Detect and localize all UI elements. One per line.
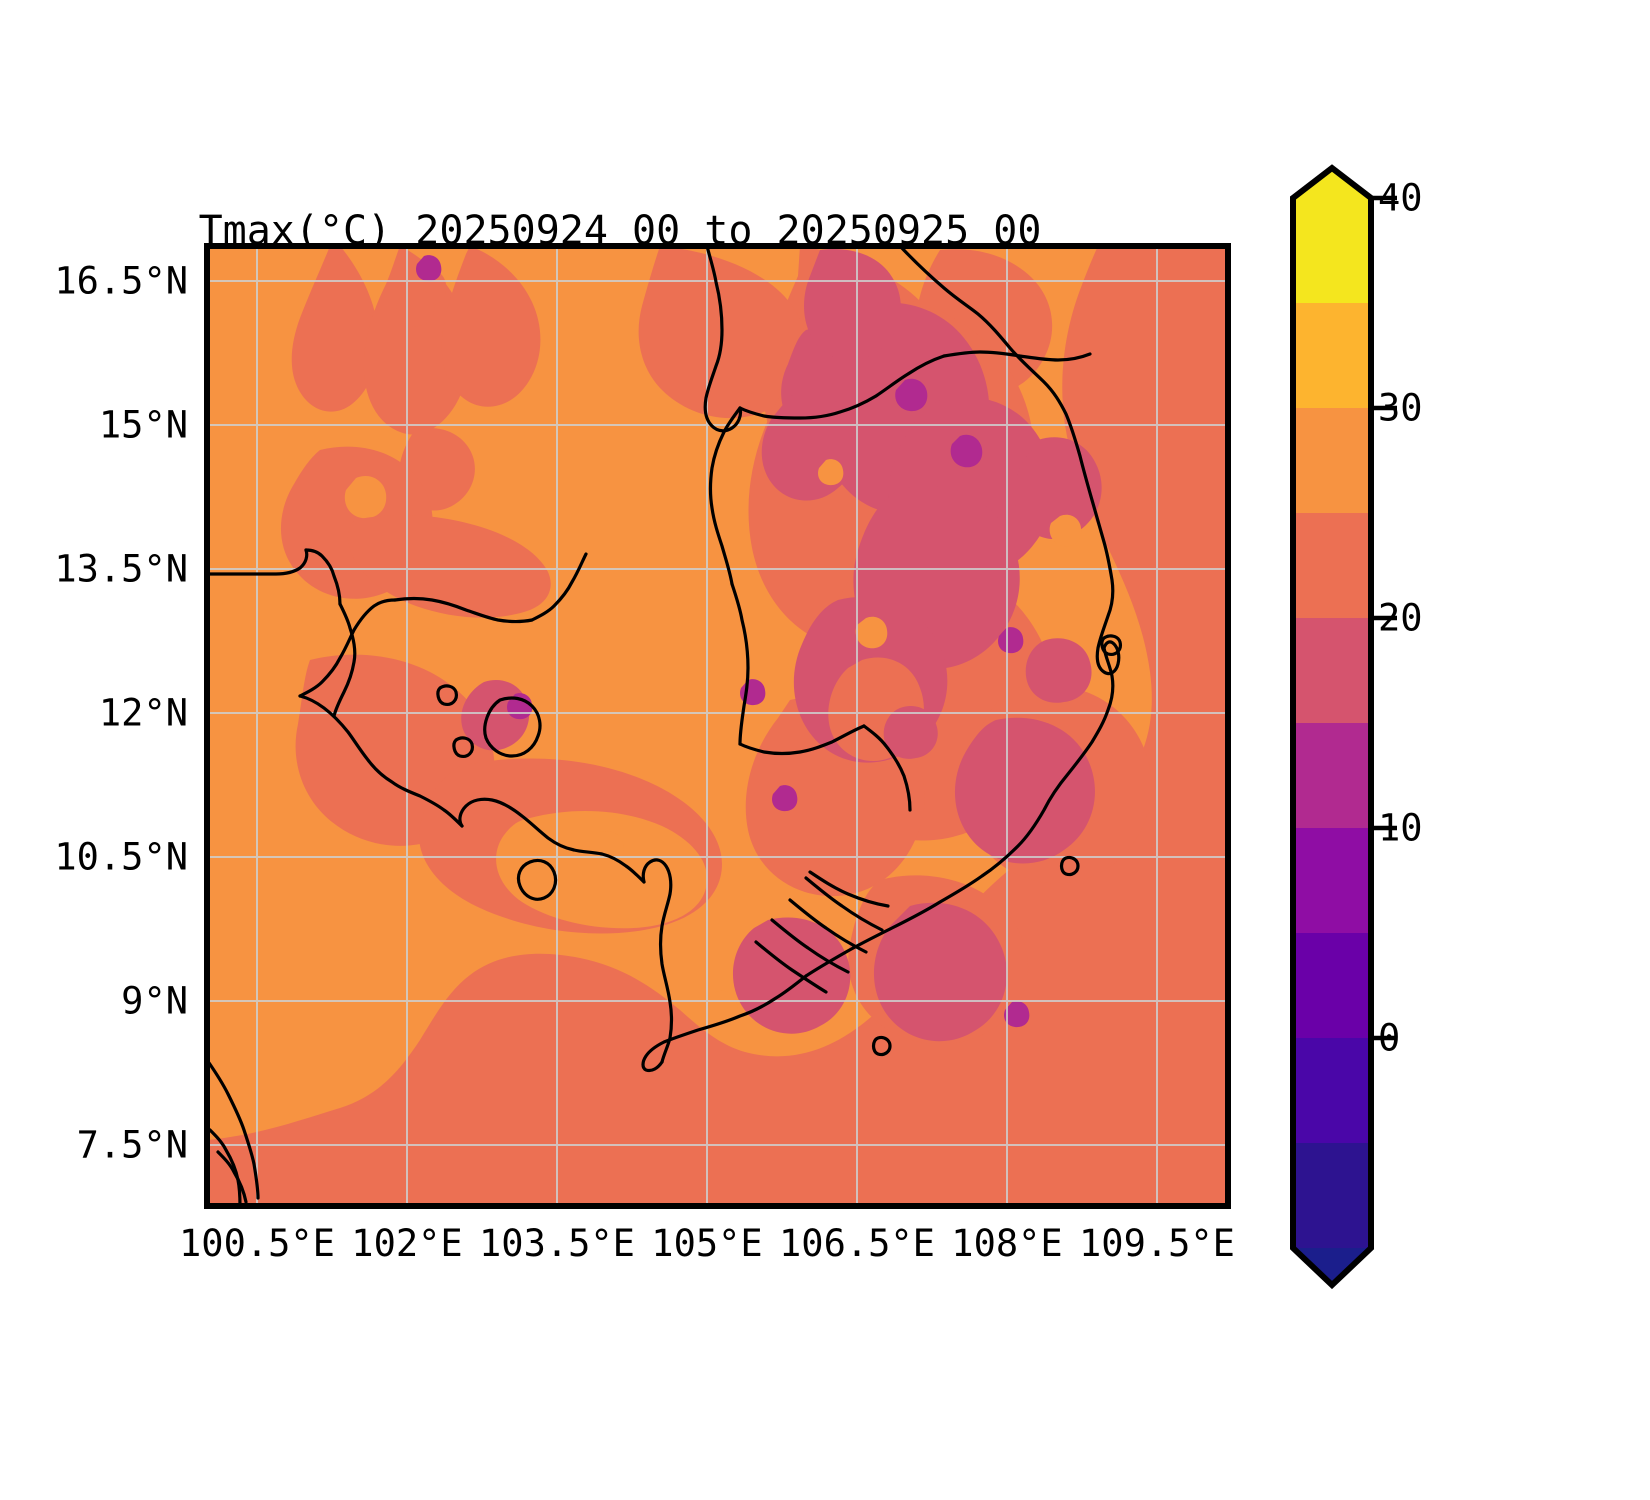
- coast-malay-1: [207, 1058, 260, 1200]
- border-cam-vn-2: [738, 724, 866, 756]
- cbar-band-35-40: [1293, 303, 1371, 408]
- cbar-band-15-20: [1293, 723, 1371, 828]
- border-thai-cam-3: [298, 598, 397, 698]
- cbar-band-40-45: [1293, 198, 1371, 303]
- crimson-ridge-10: [1014, 437, 1102, 540]
- islet-4: [436, 684, 458, 706]
- cbar-band-5-10: [1293, 933, 1371, 1038]
- peak-7: [772, 785, 798, 812]
- peak-3: [998, 627, 1024, 654]
- xtick-label-108: 108°E: [951, 1222, 1063, 1265]
- incl-5: [818, 459, 844, 486]
- cbar-outline: [1290, 164, 1374, 1290]
- ytick-label-15: 15°N: [98, 403, 188, 447]
- axes-frame: [204, 243, 1231, 1209]
- border-thai-laos-1: [703, 246, 743, 433]
- cbar-band-25-30: [1293, 513, 1371, 618]
- cbar-ticks: [1371, 195, 1397, 1041]
- border-cam-vn-3: [862, 724, 912, 812]
- cbtick-label-0: 0: [1378, 1016, 1401, 1060]
- coast-mekong-east: [641, 974, 808, 1073]
- mekong-channel-2: [788, 898, 868, 954]
- colorbar: [1290, 164, 1397, 1290]
- cbar-band-10-15: [1293, 828, 1371, 933]
- border-thai-north-3: [332, 602, 357, 718]
- xtick-label-102: 102°E: [351, 1222, 463, 1265]
- xtick-label-105: 105°E: [651, 1222, 763, 1265]
- peak-4: [1004, 1001, 1030, 1028]
- cbar-band--5-0: [1293, 1143, 1371, 1248]
- nw-salmon-1: [291, 246, 379, 412]
- coast-gulf-2: [298, 694, 464, 828]
- xtick-label-106-5: 106.5°E: [779, 1222, 935, 1265]
- border-laos-vietnam-n: [942, 350, 1092, 362]
- cbtick-label-30: 30: [1378, 386, 1423, 430]
- peak-6: [416, 255, 442, 282]
- central-salmon-2: [347, 515, 551, 618]
- crimson-ridge-7: [954, 717, 1095, 864]
- cbar-band-30-35: [1293, 408, 1371, 513]
- mekong-channel-5: [808, 870, 890, 908]
- mekong-channel-3: [770, 918, 850, 974]
- nw-salmon-3: [441, 246, 541, 407]
- border-thai-cam-1: [393, 596, 534, 624]
- islet-5: [452, 736, 474, 758]
- cbtick-label-20: 20: [1378, 596, 1423, 640]
- xtick-label-109-5: 109.5°E: [1079, 1222, 1235, 1265]
- ytick-label-10-5: 10.5°N: [54, 835, 188, 879]
- band-20-25: [461, 249, 1102, 1042]
- crimson-ridge-14: [1025, 638, 1092, 703]
- ytick-label-9: 9°N: [121, 979, 188, 1023]
- coast-vietnam-south: [804, 646, 1115, 978]
- incl-4: [705, 990, 738, 1023]
- temperature-contour-field: [207, 246, 1228, 1206]
- mekong-channel-4: [754, 940, 828, 994]
- cbtick-label-10: 10: [1378, 806, 1423, 850]
- ytick-label-13-5: 13.5°N: [54, 547, 188, 591]
- crimson-ridge-13: [883, 705, 938, 759]
- crimson-ridge-11: [804, 249, 901, 361]
- crimson-ridge-8: [873, 902, 1007, 1042]
- peak-2: [950, 434, 983, 468]
- xtick-label-100-5: 100.5°E: [179, 1222, 335, 1265]
- islet-2: [871, 1035, 892, 1057]
- coastline-borders: [207, 246, 1122, 1206]
- islet-3: [1100, 634, 1122, 656]
- cbar-band-0-5: [1293, 1038, 1371, 1143]
- cbar-extend-bottom: [1293, 1248, 1371, 1285]
- cbar-extend-top: [1293, 168, 1371, 198]
- border-thai-laos-2: [738, 354, 946, 420]
- peak-1: [895, 378, 928, 412]
- cbar-band-20-25: [1293, 618, 1371, 723]
- border-thai-north-2: [304, 548, 342, 606]
- incl-1: [855, 616, 888, 649]
- incl-2: [1049, 514, 1082, 547]
- border-thai-cam-2: [530, 552, 588, 622]
- border-laos-vn-2: [708, 406, 742, 586]
- ytick-label-12: 12°N: [98, 691, 188, 735]
- cbtick-label-40: 40: [1378, 176, 1423, 220]
- coast-camau-west: [641, 858, 674, 1064]
- border-cam-vn-1: [730, 582, 750, 746]
- xtick-label-103-5: 103.5°E: [479, 1222, 635, 1265]
- coast-malay-3: [216, 1150, 248, 1204]
- border-thai-north-1: [207, 548, 309, 576]
- tonle-sap-lake: [483, 696, 542, 758]
- islet-1: [1059, 855, 1080, 877]
- coast-gulf-1: [458, 797, 646, 884]
- mekong-channel-1: [804, 876, 884, 932]
- phu-quoc-island: [516, 858, 558, 901]
- ytick-label-16-5: 16.5°N: [54, 259, 188, 303]
- central-hole-1: [344, 475, 387, 519]
- coast-malay-2: [208, 1128, 242, 1206]
- ytick-label-7-5: 7.5°N: [76, 1123, 188, 1167]
